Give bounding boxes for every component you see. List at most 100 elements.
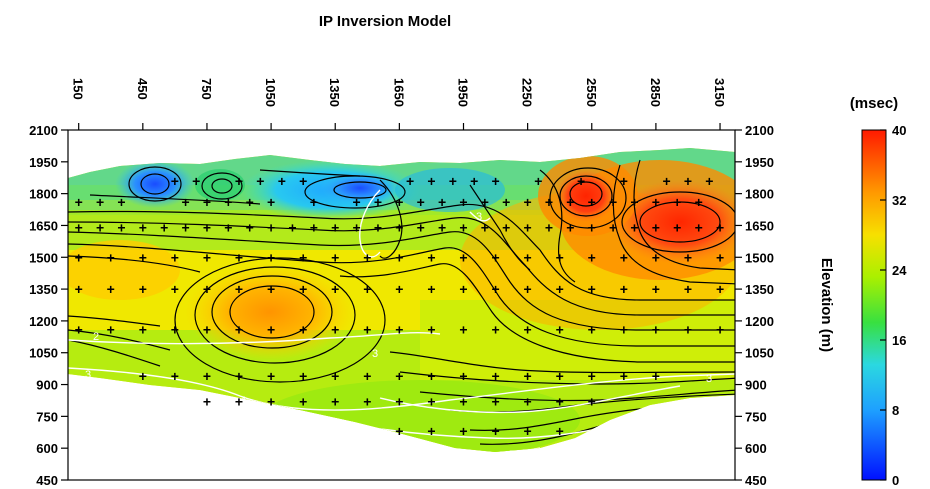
data-point-marker: + xyxy=(620,281,628,297)
y-tick-label-right: 1350 xyxy=(745,282,774,297)
y-tick-label-right: 1950 xyxy=(745,155,774,170)
data-point-marker: + xyxy=(181,220,189,236)
data-point-marker: + xyxy=(630,220,638,236)
data-point-marker: + xyxy=(427,321,435,337)
data-point-marker: + xyxy=(588,249,596,265)
data-point-marker: + xyxy=(267,281,275,297)
data-point-marker: + xyxy=(556,281,564,297)
data-point-marker: + xyxy=(331,220,339,236)
x-tick-label: 150 xyxy=(71,78,86,100)
data-point-marker: + xyxy=(588,220,596,236)
data-point-marker: + xyxy=(630,194,638,210)
data-point-marker: + xyxy=(609,220,617,236)
data-point-marker: + xyxy=(491,321,499,337)
data-point-marker: + xyxy=(235,368,243,384)
data-point-marker: + xyxy=(556,368,564,384)
data-point-marker: + xyxy=(695,194,703,210)
data-point-marker: + xyxy=(524,321,532,337)
data-point-marker: + xyxy=(524,368,532,384)
data-point-marker: + xyxy=(331,249,339,265)
y-tick-label-left: 1650 xyxy=(29,218,58,233)
data-point-marker: + xyxy=(662,173,670,189)
data-point-marker: + xyxy=(620,249,628,265)
data-point-marker: + xyxy=(267,194,275,210)
data-point-marker: + xyxy=(203,194,211,210)
data-point-marker: + xyxy=(652,249,660,265)
data-point-marker: + xyxy=(652,194,660,210)
data-point-marker: + xyxy=(556,321,564,337)
data-point-marker: + xyxy=(288,220,296,236)
colorbar-tick-label: 32 xyxy=(892,193,906,208)
y-tick-label-right: 1500 xyxy=(745,250,774,265)
data-point-marker: + xyxy=(224,220,232,236)
data-point-marker: + xyxy=(652,321,660,337)
data-point-marker: + xyxy=(652,281,660,297)
data-point-marker: + xyxy=(406,173,414,189)
data-point-marker: + xyxy=(524,194,532,210)
data-point-marker: + xyxy=(395,281,403,297)
contour-lines xyxy=(68,159,735,445)
colorbar-tick-label: 40 xyxy=(892,123,906,138)
data-point-marker: + xyxy=(556,249,564,265)
colorbar-ticks: 0 8 16 24 32 40 xyxy=(880,123,907,488)
y-tick-label-left: 750 xyxy=(36,409,58,424)
data-point-marker: + xyxy=(75,281,83,297)
data-point-marker: + xyxy=(139,220,147,236)
data-point-marker: + xyxy=(438,220,446,236)
data-point-marker: + xyxy=(491,394,499,410)
x-tick-label: 1650 xyxy=(391,78,406,107)
data-point-marker: + xyxy=(524,220,532,236)
y-tick-label-right: 1050 xyxy=(745,346,774,361)
data-point-marker: + xyxy=(459,220,467,236)
data-point-marker: + xyxy=(491,173,499,189)
data-point-marker: + xyxy=(267,220,275,236)
data-point-marker: + xyxy=(459,321,467,337)
data-point-marker: + xyxy=(235,321,243,337)
x-tick-label: 3150 xyxy=(712,78,727,107)
data-point-marker: + xyxy=(673,194,681,210)
y-tick-label-right: 2100 xyxy=(745,123,774,138)
data-point-marker: + xyxy=(566,194,574,210)
data-point-marker: + xyxy=(374,220,382,236)
data-point-marker: + xyxy=(299,173,307,189)
data-point-marker: + xyxy=(235,394,243,410)
data-point-marker: + xyxy=(417,220,425,236)
data-point-marker: + xyxy=(620,173,628,189)
data-point-marker: + xyxy=(331,394,339,410)
data-point-marker: + xyxy=(299,281,307,297)
data-point-marker: + xyxy=(524,281,532,297)
data-point-marker: + xyxy=(181,194,189,210)
data-point-marker: + xyxy=(588,394,596,410)
data-point-marker: + xyxy=(491,368,499,384)
data-point-marker: + xyxy=(235,173,243,189)
data-point-marker: + xyxy=(363,321,371,337)
data-point-marker: + xyxy=(491,423,499,439)
y-tick-label-right: 900 xyxy=(745,378,767,393)
data-point-marker: + xyxy=(556,423,564,439)
data-point-marker: + xyxy=(246,220,254,236)
data-point-marker: + xyxy=(75,194,83,210)
contour-label-3: 4 xyxy=(240,395,246,407)
data-point-marker: + xyxy=(395,220,403,236)
colorbar-tick-label: 16 xyxy=(892,333,906,348)
data-point-marker: + xyxy=(117,220,125,236)
data-point-marker: + xyxy=(171,249,179,265)
colorbar-tick-label: 0 xyxy=(892,473,899,488)
data-point-marker: + xyxy=(534,173,542,189)
y-tick-label-right: 450 xyxy=(745,473,767,488)
colorbar-label: (msec) xyxy=(850,95,898,112)
data-point-marker: + xyxy=(139,368,147,384)
data-point-marker: + xyxy=(427,368,435,384)
data-point-marker: + xyxy=(310,220,318,236)
data-point-marker: + xyxy=(684,281,692,297)
data-point-marker: + xyxy=(481,194,489,210)
data-point-marker: + xyxy=(684,321,692,337)
data-point-marker: + xyxy=(395,394,403,410)
data-point-marker: + xyxy=(427,281,435,297)
data-point-marker: + xyxy=(224,194,232,210)
data-point-marker: + xyxy=(203,249,211,265)
data-point-marker: + xyxy=(160,220,168,236)
x-ticks: 150 450 750 1050 1350 1650 1950 2250 2550 2850 315… xyxy=(71,78,727,130)
data-point-marker: + xyxy=(566,220,574,236)
